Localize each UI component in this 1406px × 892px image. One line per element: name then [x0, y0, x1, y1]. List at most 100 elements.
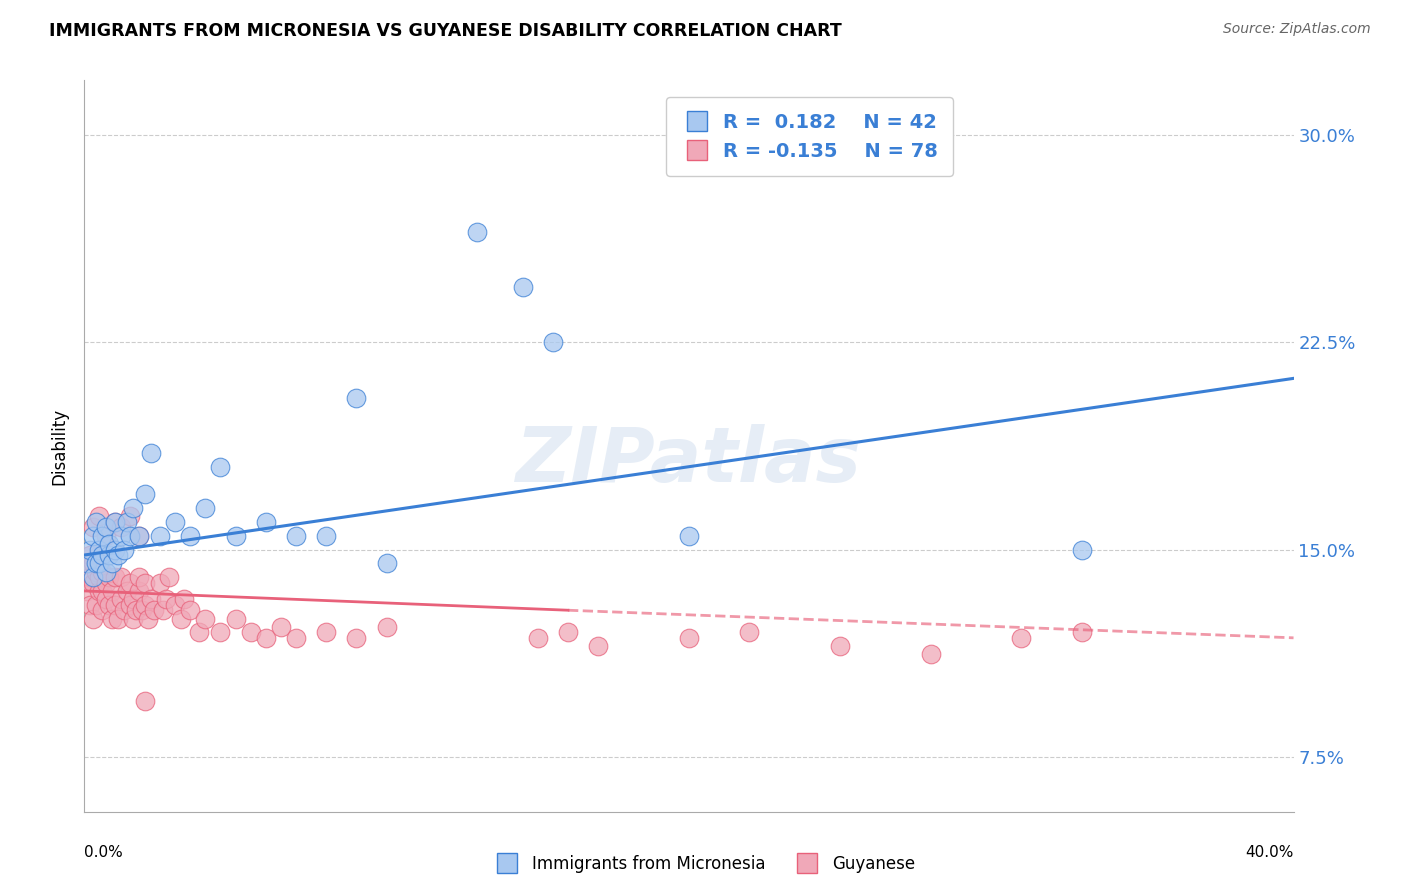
- Point: [194, 501, 217, 516]
- Point: [128, 583, 150, 598]
- Point: [82, 575, 104, 590]
- Point: [173, 592, 195, 607]
- Point: [112, 542, 135, 557]
- Point: [89, 583, 111, 598]
- Point: [94, 592, 117, 607]
- Point: [104, 570, 127, 584]
- Point: [107, 611, 129, 625]
- Point: [79, 548, 101, 562]
- Text: 40.0%: 40.0%: [1246, 845, 1294, 860]
- Point: [82, 570, 104, 584]
- Point: [678, 529, 700, 543]
- Point: [104, 515, 127, 529]
- Point: [76, 557, 98, 571]
- Point: [118, 529, 141, 543]
- Point: [82, 611, 104, 625]
- Point: [155, 592, 177, 607]
- Point: [165, 598, 187, 612]
- Point: [118, 575, 141, 590]
- Point: [134, 694, 156, 708]
- Point: [225, 529, 247, 543]
- Point: [541, 335, 564, 350]
- Point: [94, 575, 117, 590]
- Point: [89, 509, 111, 524]
- Point: [104, 542, 127, 557]
- Point: [165, 515, 187, 529]
- Legend: Immigrants from Micronesia, Guyanese: Immigrants from Micronesia, Guyanese: [484, 848, 922, 880]
- Point: [134, 598, 156, 612]
- Point: [76, 557, 98, 571]
- Point: [104, 598, 127, 612]
- Point: [89, 548, 111, 562]
- Point: [738, 625, 761, 640]
- Point: [94, 520, 117, 534]
- Point: [121, 592, 143, 607]
- Point: [79, 598, 101, 612]
- Point: [91, 565, 114, 579]
- Point: [79, 570, 101, 584]
- Point: [139, 446, 162, 460]
- Point: [512, 280, 534, 294]
- Point: [82, 557, 104, 571]
- Point: [157, 570, 180, 584]
- Point: [254, 631, 277, 645]
- Point: [86, 565, 108, 579]
- Point: [375, 620, 398, 634]
- Point: [97, 548, 120, 562]
- Point: [1011, 631, 1033, 645]
- Point: [97, 570, 120, 584]
- Point: [94, 529, 117, 543]
- Point: [467, 225, 489, 239]
- Point: [125, 603, 148, 617]
- Point: [254, 515, 277, 529]
- Text: IMMIGRANTS FROM MICRONESIA VS GUYANESE DISABILITY CORRELATION CHART: IMMIGRANTS FROM MICRONESIA VS GUYANESE D…: [49, 22, 842, 40]
- Point: [315, 625, 337, 640]
- Point: [194, 611, 217, 625]
- Point: [134, 487, 156, 501]
- Point: [97, 537, 120, 551]
- Point: [170, 611, 193, 625]
- Point: [1071, 625, 1094, 640]
- Point: [86, 598, 108, 612]
- Point: [79, 542, 101, 557]
- Point: [179, 603, 201, 617]
- Point: [209, 459, 232, 474]
- Point: [104, 515, 127, 529]
- Point: [89, 542, 111, 557]
- Point: [128, 529, 150, 543]
- Point: [527, 631, 550, 645]
- Point: [118, 598, 141, 612]
- Point: [110, 520, 132, 534]
- Point: [112, 603, 135, 617]
- Point: [285, 631, 308, 645]
- Point: [152, 603, 174, 617]
- Point: [315, 529, 337, 543]
- Point: [285, 529, 308, 543]
- Point: [225, 611, 247, 625]
- Y-axis label: Disability: Disability: [51, 408, 69, 484]
- Point: [149, 529, 172, 543]
- Point: [121, 611, 143, 625]
- Point: [179, 529, 201, 543]
- Point: [89, 557, 111, 571]
- Text: ZIPatlas: ZIPatlas: [516, 424, 862, 498]
- Point: [588, 639, 610, 653]
- Point: [346, 391, 368, 405]
- Point: [920, 648, 942, 662]
- Point: [128, 529, 150, 543]
- Point: [149, 575, 172, 590]
- Point: [110, 592, 132, 607]
- Point: [115, 515, 138, 529]
- Point: [131, 603, 153, 617]
- Point: [375, 557, 398, 571]
- Point: [82, 520, 104, 534]
- Point: [121, 501, 143, 516]
- Point: [557, 625, 579, 640]
- Text: Source: ZipAtlas.com: Source: ZipAtlas.com: [1223, 22, 1371, 37]
- Point: [134, 575, 156, 590]
- Text: 0.0%: 0.0%: [84, 845, 124, 860]
- Point: [107, 548, 129, 562]
- Point: [136, 611, 159, 625]
- Point: [142, 603, 165, 617]
- Point: [91, 583, 114, 598]
